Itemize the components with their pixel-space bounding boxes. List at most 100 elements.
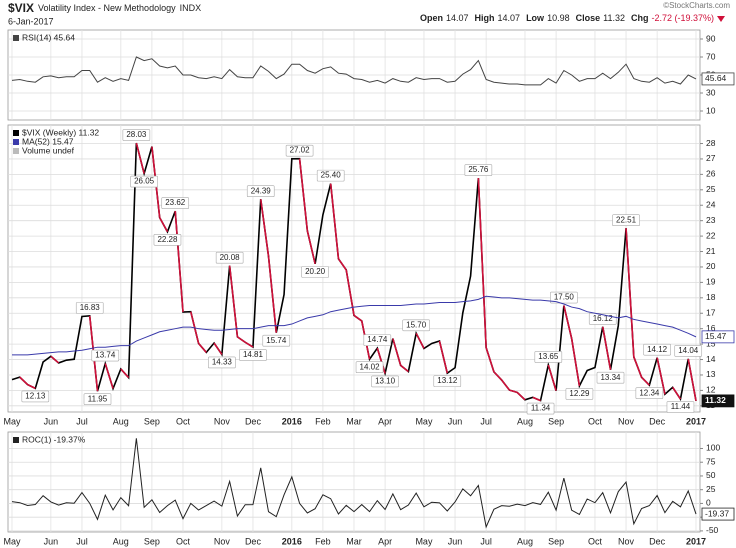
- data-label: 12.34: [639, 388, 660, 397]
- y-tick-label: 18: [706, 292, 716, 302]
- value-tag: [701, 330, 735, 344]
- down-segment: [672, 386, 682, 400]
- y-tick-label: 50: [706, 470, 716, 480]
- x-tick-label: May: [3, 536, 21, 546]
- data-label: 13.12: [437, 376, 458, 385]
- exchange: INDX: [180, 3, 202, 13]
- down-segment: [197, 342, 207, 353]
- label-box: [674, 345, 703, 357]
- x-tick-label: Oct: [176, 416, 191, 426]
- x-tick-label: Jun: [448, 536, 463, 546]
- series-line: [11, 56, 697, 86]
- label-box: [215, 251, 244, 264]
- y-tick-label: 30: [706, 87, 716, 97]
- x-tick-label: Mar: [346, 416, 362, 426]
- x-tick-label: Jun: [448, 416, 463, 426]
- down-segment: [415, 332, 425, 349]
- down-segment: [392, 338, 402, 366]
- down-segment: [400, 364, 409, 373]
- x-tick-label: Jul: [480, 416, 492, 426]
- x-tick-label: Aug: [113, 416, 129, 426]
- x-tick-label: Oct: [176, 536, 191, 546]
- x-tick-label: Nov: [214, 536, 231, 546]
- legend-label: ROC(1) -19.37%: [22, 434, 86, 444]
- y-tick-label: -50: [706, 525, 719, 535]
- down-segment: [135, 142, 145, 174]
- value-tag: [701, 394, 735, 408]
- label-box: [565, 388, 594, 400]
- data-label: 28.03: [126, 130, 147, 139]
- x-tick-label: Nov: [618, 416, 635, 426]
- label-box: [21, 390, 50, 403]
- data-label: 14.12: [647, 345, 668, 354]
- label-box: [301, 266, 329, 278]
- down-segment: [501, 379, 511, 391]
- x-tick-label: Aug: [517, 536, 533, 546]
- y-tick-label: 90: [706, 33, 716, 43]
- down-segment: [236, 336, 246, 343]
- data-label: 17.50: [554, 293, 575, 302]
- quote-label: Low: [526, 13, 545, 23]
- label-box: [596, 371, 625, 384]
- y-tick-label: 26: [706, 169, 716, 179]
- x-tick-label: Aug: [113, 536, 129, 546]
- down-segment: [601, 326, 612, 370]
- y-tick-label: 16: [706, 323, 716, 333]
- label-box: [550, 291, 578, 304]
- x-tick-label: Sep: [548, 536, 564, 546]
- data-label: 13.74: [95, 351, 116, 360]
- label-box: [534, 351, 563, 363]
- label-box: [83, 393, 112, 405]
- y-tick-label: 22: [706, 230, 716, 240]
- y-tick-label: 28: [706, 138, 716, 148]
- label-box: [402, 319, 430, 332]
- x-tick-label: May: [415, 536, 433, 546]
- down-segment: [493, 371, 503, 381]
- x-tick-label: Dec: [649, 536, 666, 546]
- y-tick-label: 13: [706, 369, 716, 379]
- data-label: 12.13: [25, 392, 46, 401]
- down-segment: [50, 355, 60, 364]
- data-label: 11.95: [88, 394, 108, 403]
- data-label: 14.74: [367, 335, 388, 344]
- y-tick-label: 15: [706, 338, 716, 348]
- down-segment: [570, 338, 581, 387]
- down-segment: [477, 178, 487, 348]
- quote-label: High: [475, 13, 495, 23]
- label-box: [285, 144, 314, 157]
- y-tick-label: 17: [706, 307, 716, 317]
- down-segment: [656, 357, 666, 395]
- down-segment: [213, 342, 223, 355]
- down-segment: [641, 376, 650, 386]
- down-segment: [353, 314, 363, 322]
- down-segment: [329, 183, 340, 259]
- x-tick-label: Jul: [480, 536, 492, 546]
- quote-value: 14.07: [446, 13, 469, 23]
- x-tick-label: 2016: [282, 416, 302, 426]
- quote-value: 11.32: [603, 13, 625, 23]
- x-tick-label: Oct: [588, 416, 603, 426]
- x-tick-label: Nov: [618, 536, 635, 546]
- x-tick-label: Dec: [649, 416, 666, 426]
- data-label: 25.40: [321, 171, 342, 180]
- y-tick-label: 75: [706, 456, 716, 466]
- value-tag: [701, 507, 735, 521]
- down-segment: [625, 228, 635, 357]
- value-tag: [701, 72, 735, 86]
- y-tick-label: 14: [706, 354, 716, 364]
- legend-label: Volume undef: [22, 145, 75, 155]
- y-tick-label: 70: [706, 51, 716, 61]
- y-tick-label: 24: [706, 199, 716, 209]
- data-label: 14.02: [360, 362, 381, 371]
- quote-label: Open: [420, 13, 443, 23]
- value-tag-label: 45.64: [705, 73, 727, 83]
- legend-swatch: [13, 139, 19, 145]
- label-box: [91, 349, 120, 362]
- y-tick-label: 10: [706, 105, 716, 115]
- x-tick-label: Oct: [588, 536, 603, 546]
- x-tick-label: 2017: [686, 536, 706, 546]
- down-segment: [259, 199, 270, 257]
- quote: Open 14.07 High 14.07 Low 10.98 Close 11.32 Chg -…: [420, 13, 714, 23]
- down-segment: [563, 305, 573, 339]
- y-tick-label: 25: [706, 484, 716, 494]
